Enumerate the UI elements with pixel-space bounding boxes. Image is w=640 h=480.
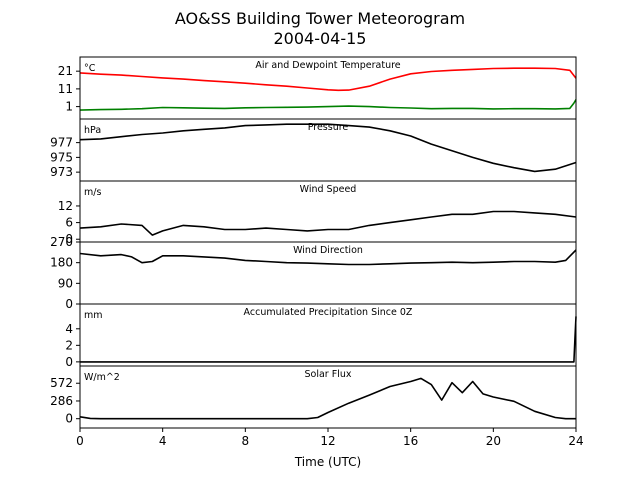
x-tick-label: 0 (76, 434, 84, 448)
unit-label: m/s (84, 187, 101, 198)
x-axis-label: Time (UTC) (294, 455, 361, 469)
y-tick-label: 270 (50, 235, 73, 249)
y-tick-label: 286 (50, 394, 73, 408)
panel-title: Air and Dewpoint Temperature (255, 60, 400, 71)
series-line-4-0 (80, 316, 577, 363)
y-tick-label: 180 (50, 256, 73, 270)
panel-title: Accumulated Precipitation Since 0Z (244, 307, 413, 318)
y-tick-label: 975 (50, 150, 73, 164)
y-tick-label: 1 (65, 100, 73, 114)
panel-5: 0 286 572 Solar Flux W/m^2 (50, 365, 577, 429)
series-line-1-0 (79, 123, 577, 173)
series-line-2-0 (79, 210, 577, 236)
y-tick-label: 12 (58, 199, 73, 213)
unit-label: W/m^2 (84, 372, 120, 383)
x-axis: 0 4 8 12 16 20 24 (76, 428, 584, 448)
x-tick-label: 12 (320, 434, 335, 448)
series-line-5-0 (79, 377, 576, 420)
series-line-0-1 (79, 99, 577, 111)
y-tick-label: 572 (50, 376, 73, 390)
unit-label: °C (84, 63, 96, 74)
panel-title: Pressure (308, 122, 349, 133)
panel-title: Wind Direction (293, 245, 363, 256)
series-line-0-0 (79, 67, 577, 92)
panel-4: 0 2 4 Accumulated Precipitation Since 0Z mm (65, 303, 577, 369)
y-tick-label: 90 (58, 276, 73, 290)
y-tick-label: 977 (50, 136, 73, 150)
panel-2: 0 6 12 Wind Speed m/s (58, 180, 577, 246)
y-tick-label: 11 (58, 82, 73, 96)
y-tick-label: 973 (50, 165, 73, 179)
x-tick-label: 20 (486, 434, 501, 448)
panel-title: Wind Speed (300, 184, 357, 195)
y-tick-label: 0 (65, 355, 73, 369)
x-tick-label: 16 (403, 434, 418, 448)
x-tick-label: 4 (159, 434, 167, 448)
panel-title: Solar Flux (305, 369, 352, 380)
x-tick-label: 24 (568, 434, 583, 448)
unit-label: hPa (84, 125, 101, 136)
panel-3: 0 90 180 270 Wind Direction (50, 235, 577, 311)
y-tick-label: 2 (65, 338, 73, 352)
y-tick-label: 4 (65, 322, 73, 336)
x-tick-label: 8 (242, 434, 250, 448)
y-tick-label: 21 (58, 64, 73, 78)
figure-subtitle: 2004-04-15 (274, 29, 367, 48)
unit-label: mm (84, 310, 103, 321)
y-tick-label: 0 (65, 297, 73, 311)
y-tick-label: 0 (65, 412, 73, 426)
y-tick-label: 6 (65, 216, 73, 230)
series-line-3-0 (79, 249, 577, 266)
y-tick-label: 0 (65, 232, 73, 246)
figure-title: AO&SS Building Tower Meteorogram (175, 9, 465, 28)
